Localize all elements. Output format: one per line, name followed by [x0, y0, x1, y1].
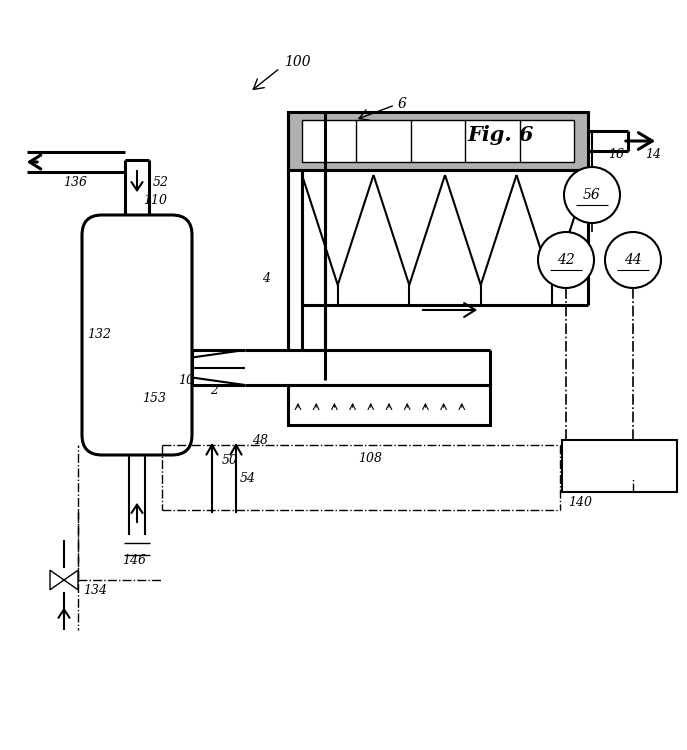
- Text: 16: 16: [608, 148, 624, 161]
- Circle shape: [564, 167, 620, 223]
- Text: 42: 42: [557, 253, 575, 267]
- Polygon shape: [50, 570, 64, 590]
- Text: 44: 44: [624, 253, 642, 267]
- Text: 153: 153: [142, 392, 166, 404]
- Text: 146: 146: [122, 554, 146, 566]
- Text: 54: 54: [240, 472, 256, 484]
- Text: 2: 2: [210, 383, 218, 397]
- Polygon shape: [64, 570, 78, 590]
- Text: 14: 14: [645, 148, 661, 161]
- Text: 48: 48: [252, 433, 268, 446]
- Text: 10: 10: [178, 374, 194, 386]
- Text: 132: 132: [87, 328, 111, 341]
- Text: 134: 134: [83, 584, 107, 596]
- Text: 140: 140: [568, 496, 592, 508]
- Text: 50: 50: [222, 454, 238, 466]
- Text: 4: 4: [262, 272, 270, 284]
- Bar: [288, 112, 588, 170]
- Circle shape: [605, 232, 661, 288]
- Text: Fig. 6: Fig. 6: [467, 125, 534, 145]
- FancyBboxPatch shape: [82, 215, 192, 455]
- Text: 108: 108: [358, 452, 382, 464]
- Bar: [302, 120, 574, 162]
- Circle shape: [538, 232, 594, 288]
- Text: 136: 136: [63, 176, 87, 190]
- Text: 6: 6: [398, 97, 407, 111]
- Text: 56: 56: [583, 188, 601, 202]
- Bar: [288, 385, 490, 425]
- Text: 52: 52: [153, 176, 169, 188]
- Text: 110: 110: [143, 194, 167, 206]
- Text: 100: 100: [284, 55, 311, 69]
- Bar: [562, 440, 677, 492]
